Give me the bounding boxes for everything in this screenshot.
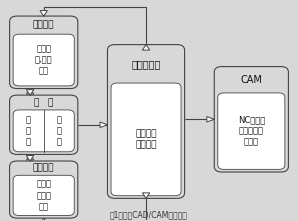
Text: 图   库: 图 库 xyxy=(34,98,53,107)
Polygon shape xyxy=(142,45,150,50)
Polygon shape xyxy=(207,116,214,122)
Text: 动态分析: 动态分析 xyxy=(33,164,55,173)
Text: 有限元
分析与
仿真: 有限元 分析与 仿真 xyxy=(36,180,51,211)
FancyBboxPatch shape xyxy=(13,110,74,152)
Text: 设计计算: 设计计算 xyxy=(33,21,55,30)
Text: 动态数据库: 动态数据库 xyxy=(131,59,161,69)
Text: 优化计
算,参数
设计: 优化计 算,参数 设计 xyxy=(35,44,52,76)
Text: 图1　闸阀CAD/CAM系统结构: 图1 闸阀CAD/CAM系统结构 xyxy=(110,210,188,219)
Polygon shape xyxy=(26,89,34,94)
Polygon shape xyxy=(142,193,150,198)
FancyBboxPatch shape xyxy=(13,175,74,215)
Text: 实时数据
交换平台: 实时数据 交换平台 xyxy=(135,129,157,149)
FancyBboxPatch shape xyxy=(10,161,78,218)
Polygon shape xyxy=(40,218,47,221)
Text: 非
标
件: 非 标 件 xyxy=(57,115,61,147)
Text: 标
准
件: 标 准 件 xyxy=(26,115,31,147)
FancyBboxPatch shape xyxy=(214,67,288,172)
FancyBboxPatch shape xyxy=(10,95,78,154)
FancyBboxPatch shape xyxy=(218,93,285,169)
FancyBboxPatch shape xyxy=(111,83,181,196)
Text: CAM: CAM xyxy=(240,75,262,85)
FancyBboxPatch shape xyxy=(13,34,74,86)
Polygon shape xyxy=(40,11,47,16)
Text: NC加工代
码和刀具轨
迹仿真: NC加工代 码和刀具轨 迹仿真 xyxy=(238,116,265,147)
Polygon shape xyxy=(26,90,34,95)
FancyBboxPatch shape xyxy=(108,45,184,198)
Polygon shape xyxy=(26,156,34,161)
Polygon shape xyxy=(100,122,108,128)
FancyBboxPatch shape xyxy=(10,16,78,89)
Polygon shape xyxy=(26,154,34,160)
